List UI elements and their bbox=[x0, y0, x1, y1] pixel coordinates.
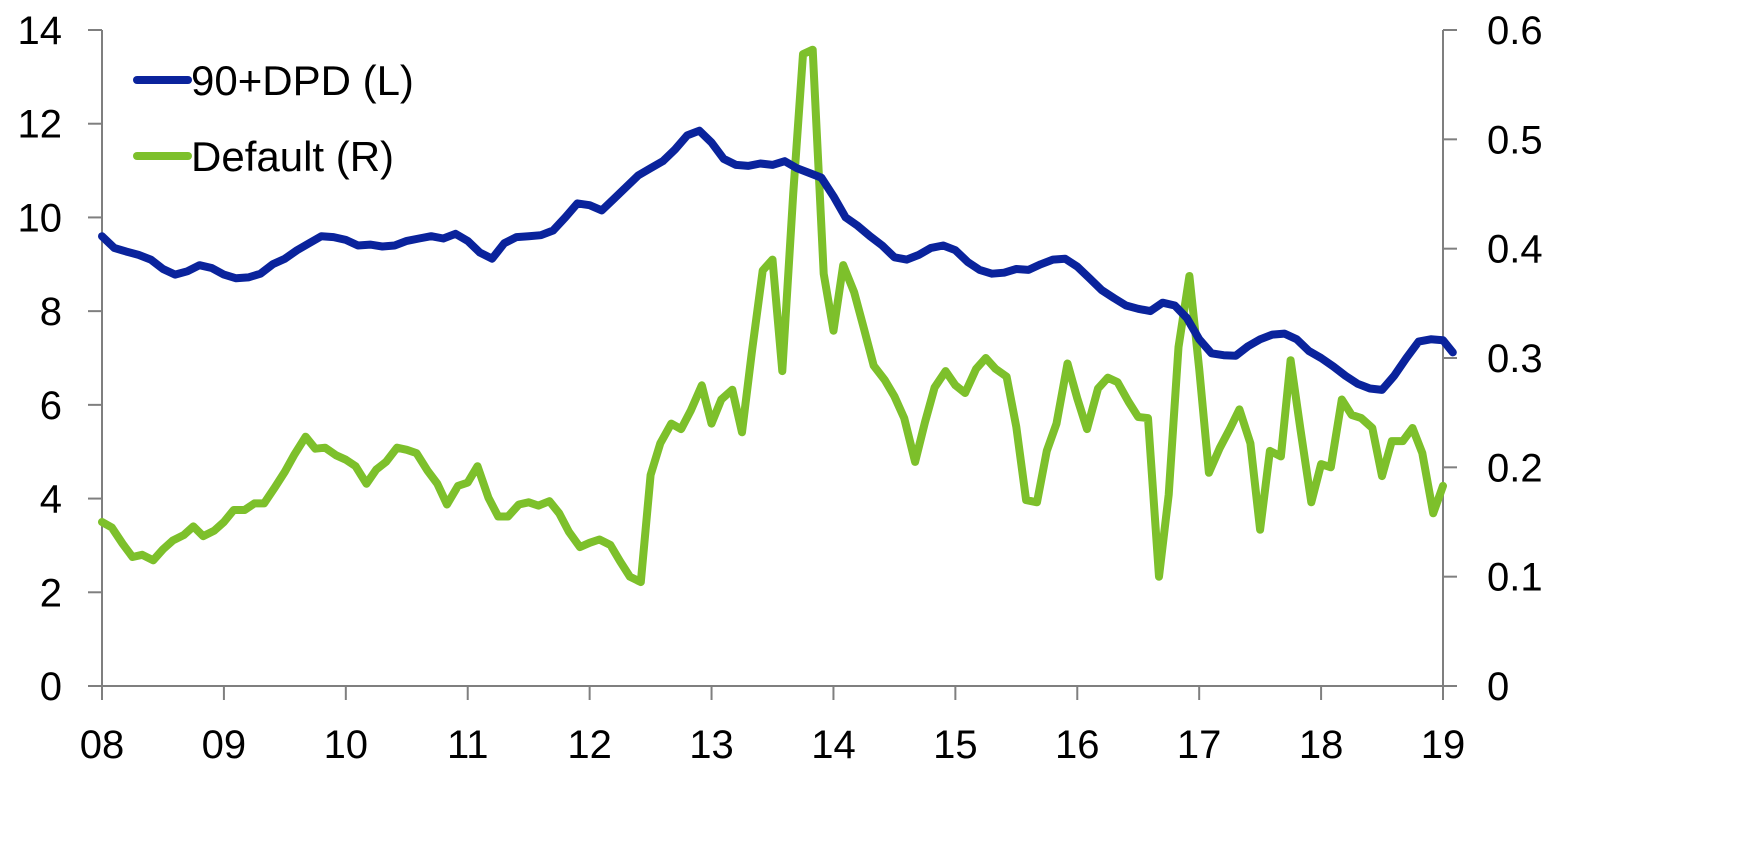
left-tick-label: 6 bbox=[40, 384, 62, 428]
series-layer bbox=[98, 45, 1457, 587]
right-y-axis-ticks: 0 0.1 0.2 0.3 0.4 0.5 0.6 bbox=[1443, 9, 1543, 709]
right-tick-label: 0 bbox=[1487, 665, 1509, 709]
legend-label-dpd: 90+DPD (L) bbox=[191, 57, 414, 104]
x-tick-label: 14 bbox=[811, 723, 856, 767]
right-tick-label: 0.4 bbox=[1487, 228, 1543, 272]
legend-label-default: Default (R) bbox=[191, 133, 394, 180]
series-line-default bbox=[98, 45, 1447, 587]
left-tick-label: 8 bbox=[40, 290, 62, 334]
right-tick-label: 0.5 bbox=[1487, 118, 1543, 162]
x-tick-label: 16 bbox=[1055, 723, 1100, 767]
left-tick-label: 10 bbox=[18, 196, 63, 240]
left-y-axis-ticks: 0 2 4 6 8 10 12 14 bbox=[18, 9, 102, 709]
x-tick-label: 17 bbox=[1177, 723, 1222, 767]
x-tick-label: 10 bbox=[324, 723, 369, 767]
left-tick-label: 12 bbox=[18, 103, 63, 147]
x-tick-label: 15 bbox=[933, 723, 978, 767]
x-axis-ticks: 08 09 10 11 12 13 14 15 16 17 18 19 bbox=[80, 686, 1466, 767]
right-tick-label: 0.1 bbox=[1487, 556, 1543, 600]
left-tick-label: 0 bbox=[40, 665, 62, 709]
legend: 90+DPD (L) Default (R) bbox=[133, 57, 414, 180]
right-tick-label: 0.3 bbox=[1487, 337, 1543, 381]
x-tick-label: 19 bbox=[1421, 723, 1466, 767]
left-tick-label: 4 bbox=[40, 478, 62, 522]
left-tick-label: 14 bbox=[18, 9, 63, 53]
series-line-dpd bbox=[98, 126, 1457, 394]
right-tick-label: 0.6 bbox=[1487, 9, 1543, 53]
x-tick-label: 18 bbox=[1299, 723, 1344, 767]
x-tick-label: 12 bbox=[567, 723, 612, 767]
right-tick-label: 0.2 bbox=[1487, 446, 1543, 490]
x-tick-label: 11 bbox=[447, 723, 489, 767]
left-tick-label: 2 bbox=[40, 571, 62, 615]
x-tick-label: 08 bbox=[80, 723, 125, 767]
x-tick-label: 13 bbox=[689, 723, 734, 767]
x-tick-label: 09 bbox=[202, 723, 247, 767]
